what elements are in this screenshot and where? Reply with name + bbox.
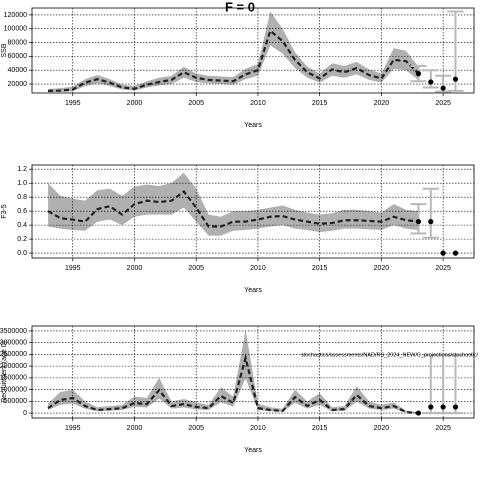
x-tick-label: 2010 [250,100,266,107]
projection-point [440,404,446,410]
x-tick-label: 2000 [127,425,143,432]
y-tick-label: 20000 [8,81,28,88]
y-tick-label: 0.4 [17,222,27,229]
error-bar [447,353,464,415]
y-tick-label: 1000000 [0,386,27,393]
error-bar [422,69,439,89]
confidence-band [48,329,419,414]
x-tick-label: 2020 [374,425,390,432]
y-tick-label: 100000 [4,26,27,33]
median-line [47,190,419,228]
y-tick-label: 80000 [8,39,28,46]
plot-frame [31,7,475,94]
median-line [48,28,420,93]
y-axis-label: SSB [1,43,8,57]
x-axis-label: Years [244,447,262,454]
y-tick-label: 0.8 [17,194,27,201]
y-tick-label: 60000 [8,53,28,60]
error-bar [435,353,452,415]
y-tick-label: 3500000 [0,328,27,335]
x-tick-label: 2005 [188,100,204,107]
x-tick-label: 1995 [65,425,81,432]
y-tick-label: 120000 [4,12,27,19]
chart-title: F = 0 [225,0,255,14]
x-tick-label: 1995 [65,265,81,272]
projection-point [415,410,422,416]
y-tick-label: 0 [23,410,27,417]
y-tick-label: 2500000 [0,351,27,358]
projection-point [440,85,446,91]
annotation: stochastics/assessments/NAD/RS_2024_NEW/… [301,352,478,358]
y-tick-label: 40000 [8,67,28,74]
y-tick-label: 1.2 [17,166,27,173]
error-bar [422,187,439,239]
confidence-band [48,172,419,236]
x-tick-label: 2015 [312,265,328,272]
x-tick-label: 2000 [127,265,143,272]
x-tick-label: 2010 [250,265,266,272]
projection-point [452,250,459,256]
x-tick-label: 2010 [250,425,266,432]
y-tick-label: 1500000 [0,375,27,382]
x-axis-label: Years [244,287,262,294]
plot-frame [31,325,475,419]
projection-point [440,250,446,256]
projection-point [428,219,434,225]
y-axis-label: F3-5 [1,204,8,219]
x-tick-label: 2005 [188,265,204,272]
y-tick-label: 1.0 [17,180,27,187]
x-tick-label: 2025 [435,100,451,107]
x-tick-label: 2020 [374,265,390,272]
projection-point [415,71,422,77]
x-tick-label: 2015 [312,425,328,432]
x-tick-label: 2015 [312,100,328,107]
y-tick-label: 2000000 [0,363,27,370]
y-tick-label: 0.6 [17,208,27,215]
projection-point [428,79,434,85]
y-tick-label: 0.2 [17,236,27,243]
y-axis-label: Recruitment (age 0) [1,341,8,403]
projection-point [452,76,459,82]
error-bar [422,353,439,415]
projection-point [415,219,422,225]
error-bar [410,203,427,235]
projection-point [452,404,459,410]
x-tick-label: 2025 [435,265,451,272]
x-tick-label: 2025 [435,425,451,432]
x-tick-label: 1995 [65,100,81,107]
x-tick-label: 2005 [188,425,204,432]
y-tick-label: 500000 [4,398,27,405]
projection-point [428,404,434,410]
y-tick-label: 3000000 [0,340,27,347]
x-tick-label: 2020 [374,100,390,107]
x-tick-label: 2000 [127,100,143,107]
y-tick-label: 0.0 [17,250,27,257]
x-axis-label: Years [244,122,262,129]
confidence-band [48,11,419,93]
median-line [47,353,419,415]
